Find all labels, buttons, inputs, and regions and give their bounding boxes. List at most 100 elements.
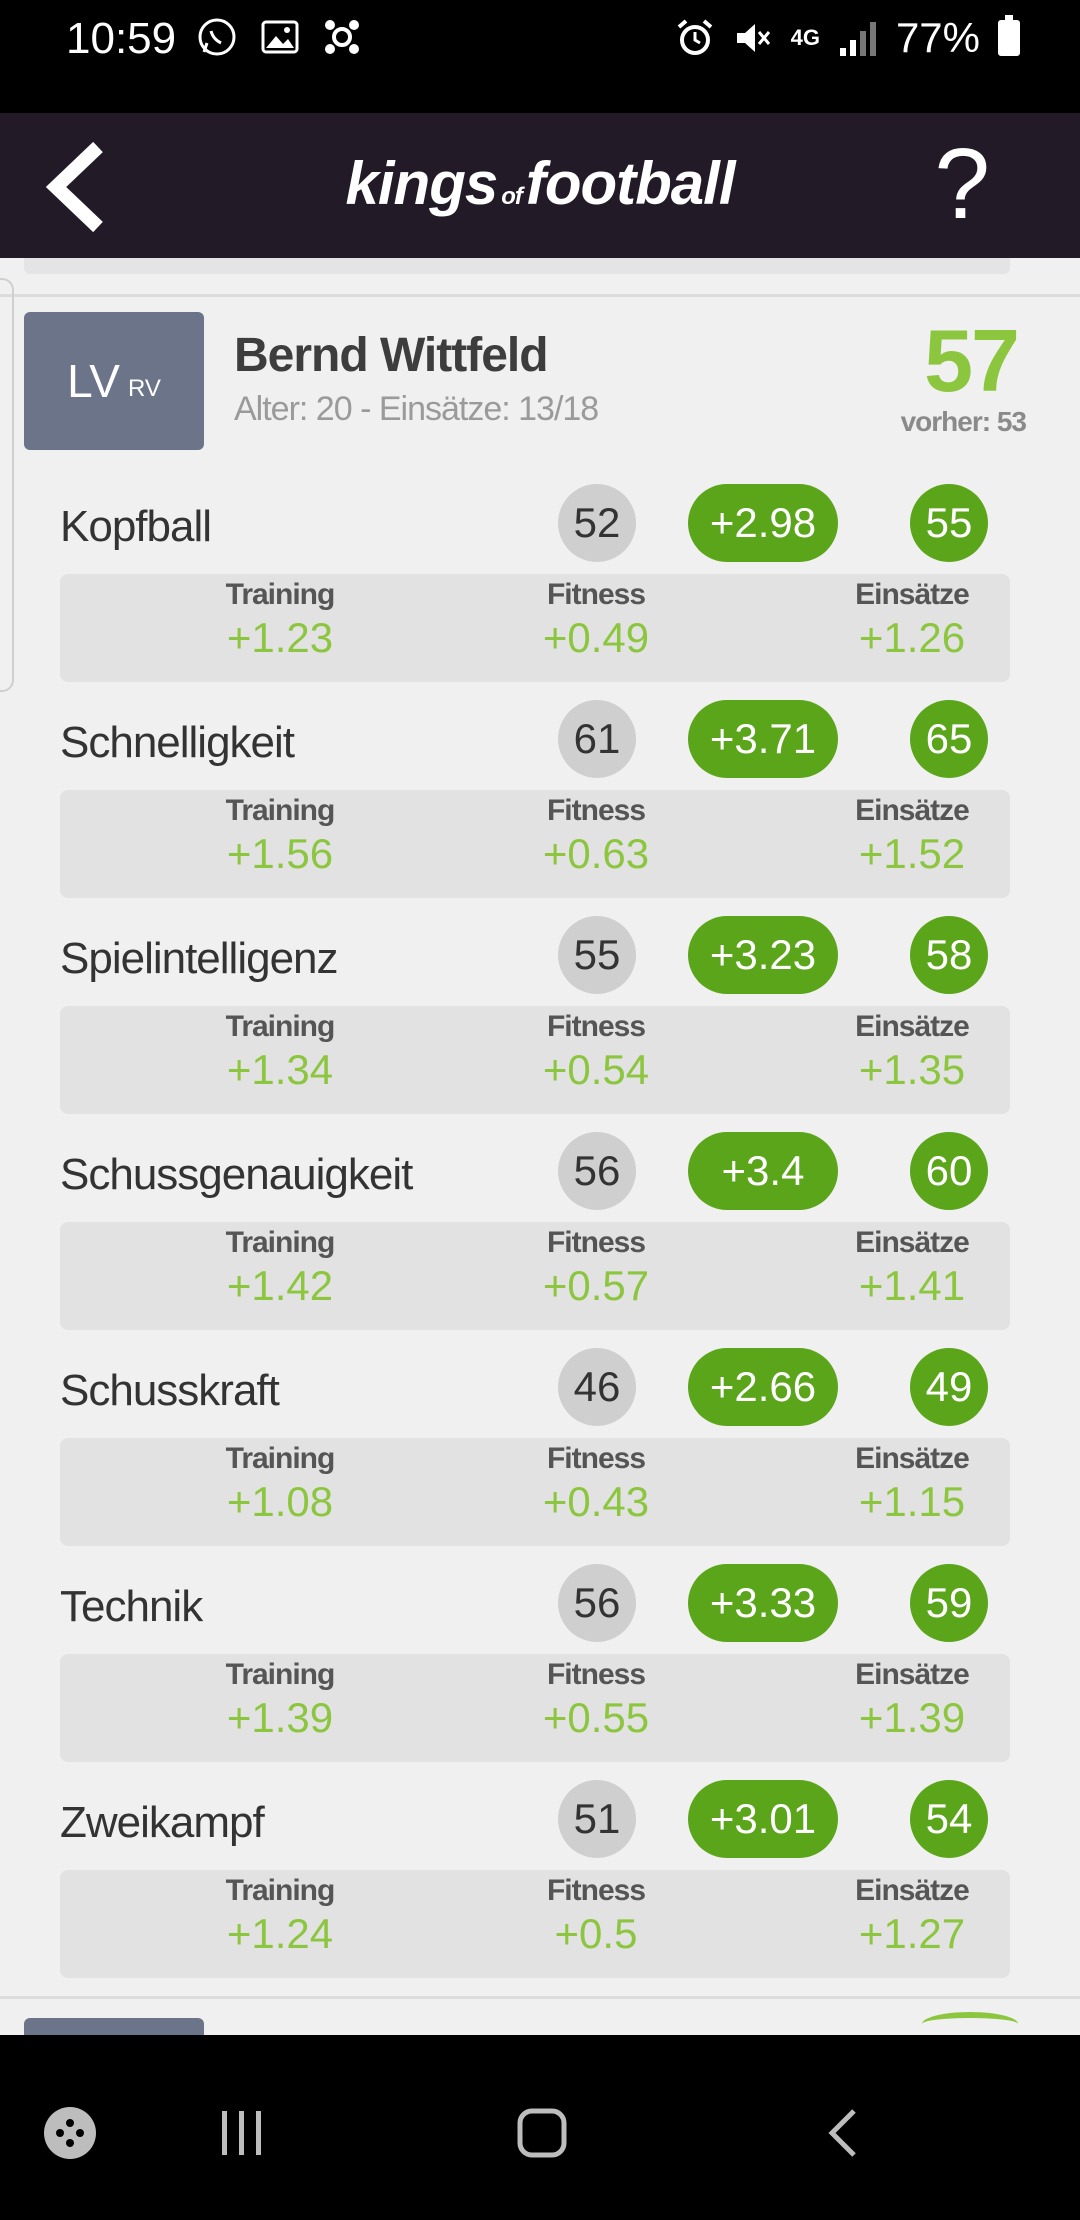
alarm-icon (677, 19, 712, 55)
breakdown-training: Training +1.08 (150, 1442, 410, 1526)
breakdown-label: Einsätze (855, 1442, 970, 1475)
breakdown-label: Fitness (546, 1658, 646, 1691)
skill-base-value: 51 (558, 1780, 636, 1858)
mute-icon (736, 24, 770, 52)
breakdown-training: Training +1.24 (150, 1874, 410, 1958)
skill-row: Spielintelligenz 55 +3.23 58 Training +1… (0, 912, 1080, 1128)
breakdown-label: Einsätze (855, 1226, 970, 1259)
skill-name: Spielintelligenz (60, 934, 339, 983)
skill-new-value: 58 (910, 916, 988, 994)
breakdown-value: +0.43 (542, 1478, 650, 1525)
help-button[interactable]: ? (934, 128, 990, 240)
breakdown-value: +1.15 (858, 1478, 966, 1525)
breakdown-label: Training (225, 794, 336, 827)
skill-row: Schussgenauigkeit 56 +3.4 60 Training +1… (0, 1128, 1080, 1344)
skill-row: Zweikampf 51 +3.01 54 Training +1.24 Fit… (0, 1776, 1080, 1992)
skill-row: Schnelligkeit 61 +3.71 65 Training +1.56… (0, 696, 1080, 912)
skill-breakdown: Training +1.39 Fitness +0.55 Einsätze +1… (60, 1654, 1010, 1762)
skill-breakdown: Training +1.23 Fitness +0.49 Einsätze +1… (60, 574, 1010, 682)
skill-breakdown: Training +1.42 Fitness +0.57 Einsätze +1… (60, 1222, 1010, 1330)
player-rating: 57 (924, 311, 1020, 410)
skill-row: Schusskraft 46 +2.66 49 Training +1.08 F… (0, 1344, 1080, 1560)
breakdown-training: Training +1.42 (150, 1226, 410, 1310)
breakdown-value: +0.49 (542, 614, 650, 661)
position-main: LV (67, 355, 120, 407)
skill-base-value: 46 (558, 1348, 636, 1426)
skill-delta: +2.98 (688, 484, 838, 562)
breakdown-fitness: Fitness +0.5 (466, 1874, 726, 1958)
back-button[interactable] (36, 137, 126, 237)
skill-breakdown: Training +1.08 Fitness +0.43 Einsätze +1… (60, 1438, 1010, 1546)
signal-icon (839, 22, 876, 56)
skill-base-value: 56 (558, 1132, 636, 1210)
breakdown-label: Fitness (546, 578, 646, 611)
breakdown-label: Einsätze (855, 1010, 970, 1043)
app-bar: kings offootball ? (0, 113, 1080, 258)
skill-delta: +3.33 (688, 1564, 838, 1642)
skill-new-value: 49 (910, 1348, 988, 1426)
skill-new-value: 59 (910, 1564, 988, 1642)
skill-base-value: 61 (558, 700, 636, 778)
breakdown-value: +1.42 (226, 1262, 334, 1309)
breakdown-label: Training (225, 1226, 336, 1259)
breakdown-einsaetze: Einsätze +1.41 (782, 1226, 1042, 1310)
skill-delta: +3.23 (688, 916, 838, 994)
breakdown-label: Fitness (546, 1226, 646, 1259)
breakdown-label: Einsätze (855, 1658, 970, 1691)
skill-name: Schnelligkeit (60, 718, 295, 767)
home-icon[interactable] (512, 2103, 572, 2163)
logo-text-football: football (525, 150, 736, 217)
breakdown-value: +1.39 (858, 1694, 966, 1741)
breakdown-value: +1.24 (226, 1910, 334, 1957)
battery-icon (998, 15, 1020, 56)
breakdown-label: Fitness (546, 794, 646, 827)
breakdown-label: Training (225, 578, 336, 611)
back-icon[interactable] (816, 2103, 876, 2163)
breakdown-fitness: Fitness +0.43 (466, 1442, 726, 1526)
breakdown-training: Training +1.34 (150, 1010, 410, 1094)
breakdown-label: Einsätze (855, 794, 970, 827)
game-launcher-icon[interactable] (40, 2103, 100, 2163)
skill-row: Technik 56 +3.33 59 Training +1.39 Fitne… (0, 1560, 1080, 1776)
next-card-rating (922, 2012, 1018, 2035)
previous-rating: vorher: 53 (900, 406, 1027, 437)
gallery-icon (261, 20, 299, 54)
recent-apps-icon[interactable] (212, 2103, 272, 2163)
skill-delta: +2.66 (688, 1348, 838, 1426)
breakdown-label: Fitness (546, 1010, 646, 1043)
breakdown-training: Training +1.23 (150, 578, 410, 662)
skill-delta: +3.71 (688, 700, 838, 778)
breakdown-einsaetze: Einsätze +1.15 (782, 1442, 1042, 1526)
breakdown-einsaetze: Einsätze +1.52 (782, 794, 1042, 878)
breakdown-value: +1.08 (226, 1478, 334, 1525)
skill-name: Schusskraft (60, 1366, 280, 1415)
breakdown-training: Training +1.39 (150, 1658, 410, 1742)
whatsapp-icon (198, 18, 236, 56)
skill-name: Schussgenauigkeit (60, 1150, 413, 1199)
breakdown-einsaetze: Einsätze +1.27 (782, 1874, 1042, 1958)
system-icons: 4G 77% (675, 14, 1020, 62)
breakdown-einsaetze: Einsätze +1.26 (782, 578, 1042, 662)
system-nav-bar (0, 2035, 1080, 2220)
breakdown-einsaetze: Einsätze +1.39 (782, 1658, 1042, 1742)
skill-name: Kopfball (60, 502, 212, 551)
breakdown-label: Training (225, 1658, 336, 1691)
breakdown-value: +1.26 (858, 614, 966, 661)
breakdown-value: +1.56 (226, 830, 334, 877)
battery-percent: 77% (895, 14, 980, 61)
next-card-position-badge[interactable] (24, 2018, 204, 2035)
position-badge: LV RV (24, 312, 204, 450)
skill-breakdown: Training +1.56 Fitness +0.63 Einsätze +1… (60, 790, 1010, 898)
logo-text-kings: kings (345, 150, 499, 217)
skill-base-value: 52 (558, 484, 636, 562)
player-list[interactable]: LV RV Bernd Wittfeld Alter: 20 - Einsätz… (0, 258, 1080, 2035)
skill-delta: +3.01 (688, 1780, 838, 1858)
skill-new-value: 65 (910, 700, 988, 778)
divider (0, 294, 1080, 297)
breakdown-fitness: Fitness +0.54 (466, 1010, 726, 1094)
breakdown-label: Fitness (546, 1874, 646, 1907)
skill-name: Technik (60, 1582, 203, 1631)
skill-breakdown: Training +1.34 Fitness +0.54 Einsätze +1… (60, 1006, 1010, 1114)
breakdown-training: Training +1.56 (150, 794, 410, 878)
skill-name: Zweikampf (60, 1798, 265, 1847)
